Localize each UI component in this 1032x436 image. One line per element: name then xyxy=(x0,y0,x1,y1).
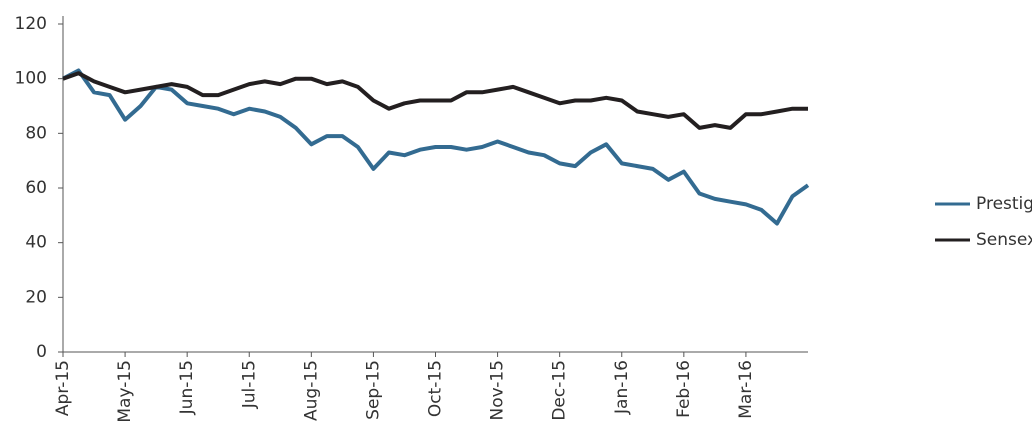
legend-label: Sensex xyxy=(976,230,1032,250)
x-tick-label: May-15 xyxy=(115,360,135,423)
x-tick-label: Sep-15 xyxy=(363,360,383,420)
y-tick-label: 40 xyxy=(25,233,47,253)
y-tick-label: 60 xyxy=(25,178,47,198)
x-tick-label: Nov-15 xyxy=(488,360,508,421)
y-tick-label: 120 xyxy=(15,14,47,34)
y-tick-label: 20 xyxy=(25,287,47,307)
x-tick-label: Oct-15 xyxy=(426,360,446,417)
legend-label: Prestige xyxy=(976,194,1032,214)
line-series xyxy=(62,68,810,226)
x-tick-label: Aug-15 xyxy=(301,360,321,421)
x-tick-label: Mar-16 xyxy=(736,360,756,419)
x-tick-label: Dec-15 xyxy=(550,360,570,421)
y-tick-label: 80 xyxy=(25,123,47,143)
x-tick-label: Feb-16 xyxy=(674,360,694,418)
x-tick-label: Jun-15 xyxy=(177,360,197,415)
y-tick-label: 0 xyxy=(36,342,47,362)
x-tick-label: Apr-15 xyxy=(53,360,73,416)
y-tick-label: 100 xyxy=(15,69,47,89)
x-tick-label: Jan-16 xyxy=(612,360,632,415)
line-series xyxy=(62,71,808,130)
x-tick-label: Jul-15 xyxy=(239,360,259,409)
